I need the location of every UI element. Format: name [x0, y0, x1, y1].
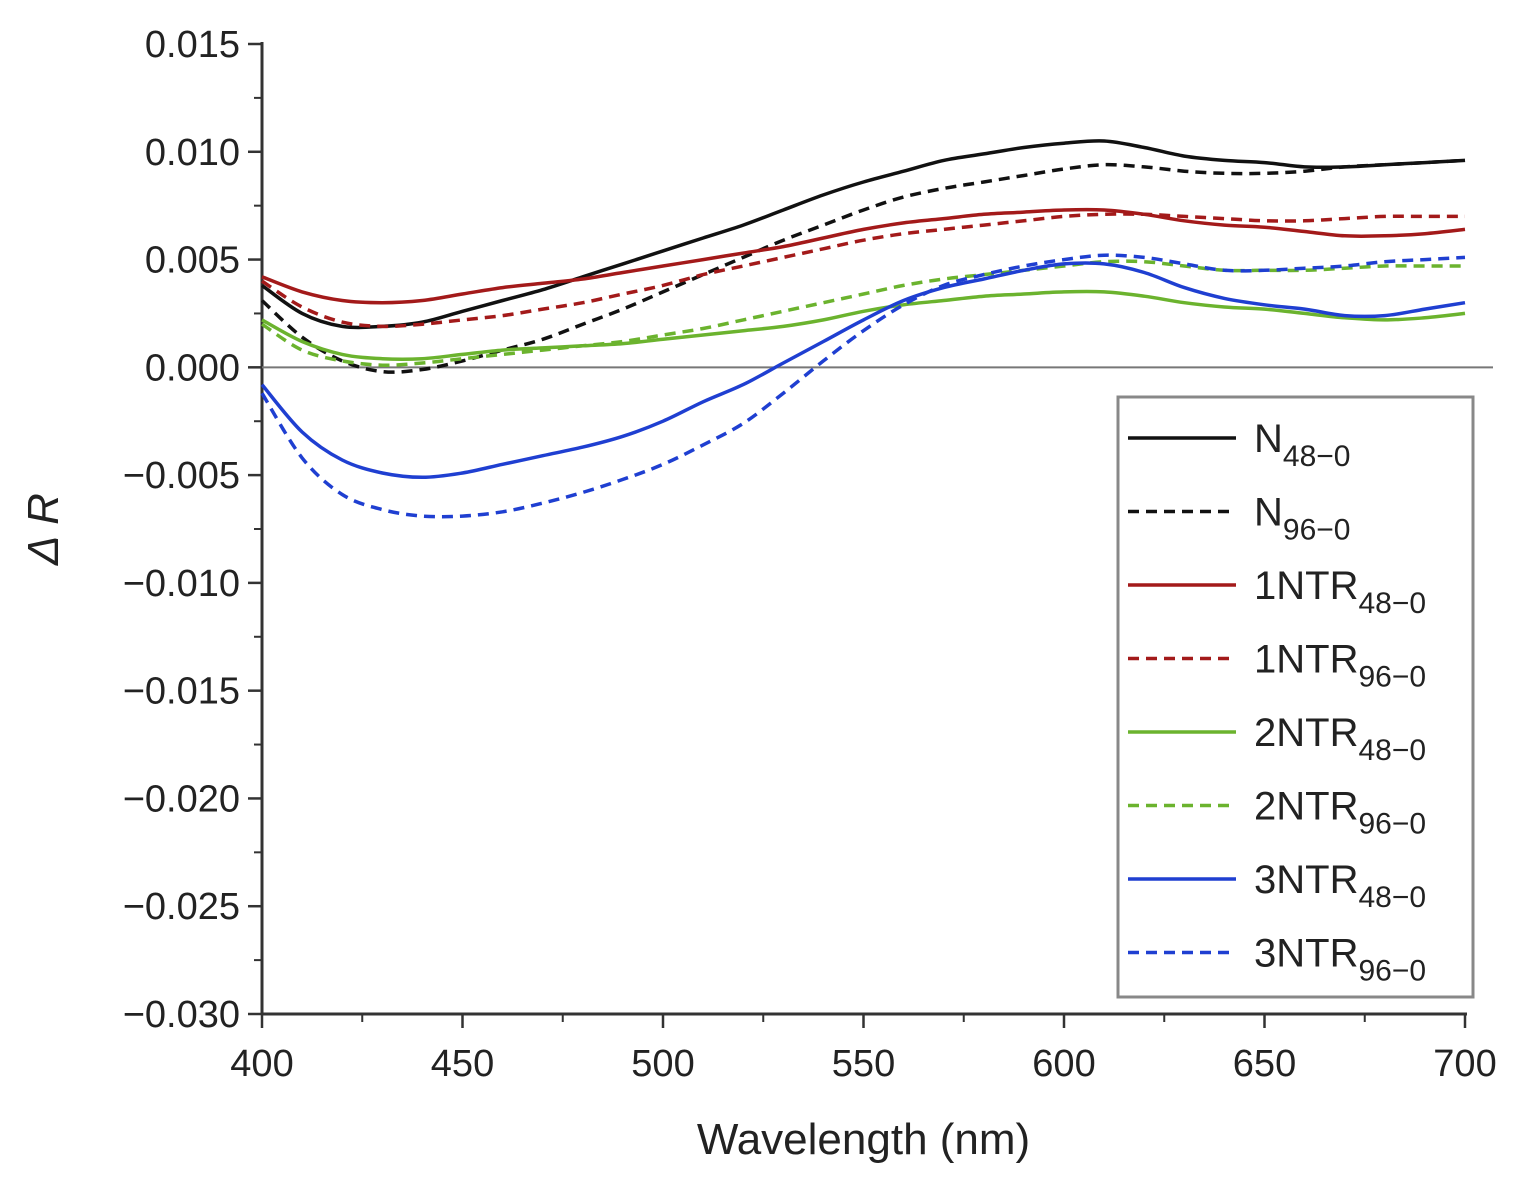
- series-line-n-96-0: [260, 158, 1466, 374]
- legend-entry-label: 2NTR48−0: [1254, 711, 1426, 767]
- axes: 0.015 0.010 0.005 0.000 −0.005 −0.010 −0.015 −0…: [19, 24, 1497, 1164]
- y-tick-label: 0.010: [145, 132, 240, 174]
- x-axis-title: Wavelength (nm): [697, 1115, 1030, 1164]
- legend-entry-label: N96−0: [1254, 491, 1350, 547]
- x-tick-label: 600: [1032, 1043, 1095, 1085]
- y-tick-label: −0.025: [123, 886, 240, 928]
- y-tick-label: −0.020: [123, 778, 240, 820]
- series-line-3ntr-96-0: [260, 253, 1466, 519]
- y-tick-label: 0.015: [145, 24, 240, 66]
- y-tick-label: −0.015: [123, 671, 240, 713]
- y-axis-title: Δ R: [19, 493, 68, 566]
- legend-entry-label: N48−0: [1254, 417, 1350, 473]
- x-tick-label: 400: [230, 1043, 293, 1085]
- y-tick-label: 0.005: [145, 240, 240, 282]
- legend-entry-label: 2NTR96−0: [1254, 785, 1426, 841]
- x-tick-label: 500: [631, 1043, 694, 1085]
- series-line-1ntr-48-0: [261, 207, 1466, 305]
- legend-entry-label: 1NTR48−0: [1254, 564, 1426, 620]
- x-tick-label: 450: [431, 1043, 494, 1085]
- y-tick-label: −0.030: [123, 994, 240, 1036]
- series-line-n-48-0: [260, 139, 1466, 330]
- legend-entry-label: 3NTR96−0: [1254, 932, 1426, 988]
- legend-entry-label: 3NTR48−0: [1254, 858, 1426, 914]
- y-tick-label: 0.000: [145, 347, 240, 389]
- x-tick-label: 650: [1233, 1043, 1296, 1085]
- x-tick-label: 700: [1433, 1043, 1496, 1085]
- series-line-1ntr-96-0: [261, 212, 1465, 329]
- series-line-2ntr-96-0: [261, 259, 1465, 367]
- plot-area: [260, 139, 1493, 519]
- x-tick-label: 550: [832, 1043, 895, 1085]
- y-tick-label: −0.010: [123, 563, 240, 605]
- legend: N48−0 N96−0 1NTR48−0 1NTR96−0 2NTR48−0 2NTR96…: [1116, 395, 1475, 999]
- series-line-3ntr-48-0: [260, 261, 1466, 480]
- series-line-2ntr-48-0: [261, 289, 1466, 361]
- legend-entry-label: 1NTR96−0: [1254, 638, 1426, 694]
- y-tick-label: −0.005: [123, 455, 240, 497]
- legend-box: [1116, 395, 1475, 999]
